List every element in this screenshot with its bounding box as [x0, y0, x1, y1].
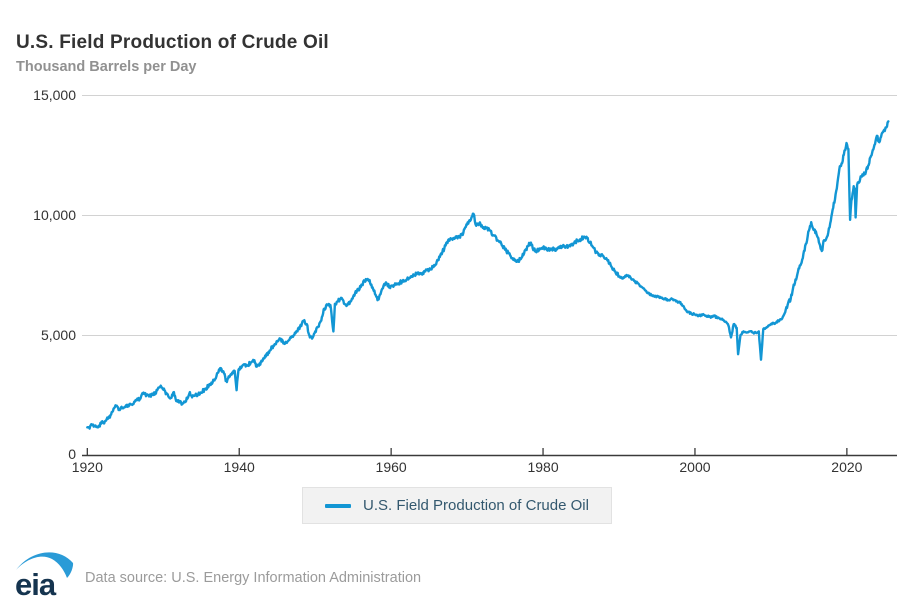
- x-axis-tick-label: 1920: [71, 459, 103, 475]
- y-axis-tick-label: 5,000: [40, 327, 76, 343]
- data-source-text: Data source: U.S. Energy Information Adm…: [85, 570, 422, 586]
- x-axis-tick-label: 1980: [527, 459, 559, 475]
- legend-row: U.S. Field Production of Crude Oil: [0, 487, 914, 524]
- y-axis-tick-label: 15,000: [33, 87, 76, 103]
- y-axis-tick-label: 10,000: [33, 207, 76, 223]
- y-axis-tick-label: 0: [68, 446, 76, 462]
- gridlines: [82, 95, 897, 336]
- chart-title: U.S. Field Production of Crude Oil: [16, 31, 329, 53]
- x-axis-tick-label: 2020: [831, 459, 863, 475]
- x-axis-tick-label: 2000: [679, 459, 711, 475]
- x-axis-tick-label: 1940: [223, 459, 255, 475]
- production-series-line[interactable]: [86, 120, 890, 430]
- legend-label: U.S. Field Production of Crude Oil: [363, 497, 589, 514]
- legend[interactable]: U.S. Field Production of Crude Oil: [302, 487, 612, 524]
- eia-logo-swoosh-icon: [16, 552, 74, 578]
- chart-units-label: Thousand Barrels per Day: [16, 59, 197, 75]
- legend-line-swatch: [325, 503, 352, 508]
- eia-logo[interactable]: eia: [14, 548, 76, 600]
- x-axis: [82, 448, 897, 457]
- eia-logo-text: eia: [15, 567, 57, 600]
- line-chart-svg[interactable]: [0, 0, 914, 540]
- x-axis-tick-label: 1960: [375, 459, 407, 475]
